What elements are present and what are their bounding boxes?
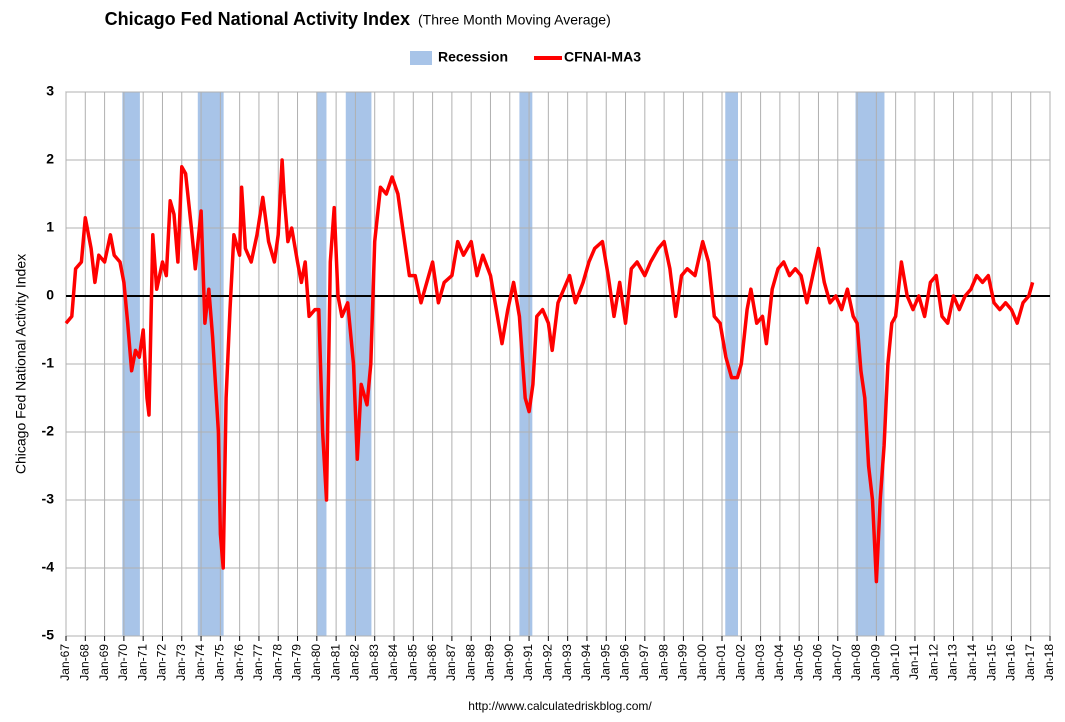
x-tick-label: Jan-17 [1023,644,1037,681]
x-tick-label: Jan-96 [618,644,632,681]
x-tick-label: Jan-05 [791,644,805,681]
y-axis-label: Chicago Fed National Activity Index [13,254,29,474]
x-tick-label: Jan-13 [946,644,960,681]
x-tick-label: Jan-83 [367,644,381,681]
x-tick-label: Jan-89 [483,644,497,681]
x-tick-label: Jan-11 [907,644,921,680]
y-tick-label: -2 [42,423,55,439]
x-tick-label: Jan-74 [193,644,207,681]
chart-subtitle: (Three Month Moving Average) [418,12,611,28]
x-tick-label: Jan-16 [1004,644,1018,681]
x-tick-label: Jan-86 [425,644,439,681]
x-tick-label: Jan-09 [869,644,883,681]
x-tick-label: Jan-69 [97,644,111,681]
y-tick-label: 1 [46,219,54,235]
x-tick-label: Jan-78 [270,644,284,681]
x-tick-label: Jan-97 [637,644,651,681]
x-tick-label: Jan-90 [502,644,516,681]
y-tick-label: -3 [42,491,55,507]
x-tick-label: Jan-06 [811,644,825,681]
x-tick-label: Jan-98 [656,644,670,681]
x-tick-label: Jan-07 [830,644,844,681]
x-tick-label: Jan-68 [77,644,91,681]
x-tick-label: Jan-99 [676,644,690,681]
x-tick-label: Jan-00 [695,644,709,681]
x-tick-label: Jan-12 [926,644,940,681]
chart-title: Chicago Fed National Activity Index [105,9,410,29]
x-tick-label: Jan-77 [251,644,265,681]
y-tick-label: 0 [46,287,54,303]
x-tick-label: Jan-94 [579,644,593,681]
x-tick-label: Jan-85 [405,644,419,681]
x-tick-label: Jan-10 [888,644,902,681]
x-tick-label: Jan-67 [58,644,72,681]
x-tick-label: Jan-79 [290,644,304,681]
legend-swatch [410,51,432,65]
source: http://www.calculatedriskblog.com/ [468,699,652,713]
x-tick-label: Jan-01 [714,644,728,681]
x-tick-label: Jan-80 [309,644,323,681]
y-tick-label: 3 [46,83,54,99]
x-tick-label: Jan-82 [348,644,362,681]
x-tick-label: Jan-87 [444,644,458,681]
data-line [64,158,1035,584]
y-tick-label: -4 [42,559,55,575]
x-tick-label: Jan-95 [598,644,612,681]
x-tick-label: Jan-18 [1042,644,1056,681]
x-tick-label: Jan-71 [135,644,149,681]
x-tick-label: Jan-02 [733,644,747,681]
x-tick-label: Jan-76 [232,644,246,681]
x-tick-label: Jan-08 [849,644,863,681]
x-tick-label: Jan-04 [772,644,786,681]
y-tick-label: -1 [42,355,55,371]
y-tick-label: 2 [46,151,54,167]
legend-label: Recession [438,49,508,65]
x-tick-label: Jan-81 [328,644,342,681]
x-tick-label: Jan-88 [463,644,477,681]
x-tick-label: Jan-15 [984,644,998,681]
y-tick-label: -5 [42,627,55,643]
x-tick-label: Jan-73 [174,644,188,681]
legend-label: CFNAI-MA3 [564,49,641,65]
x-tick-label: Jan-84 [386,644,400,681]
x-tick-label: Jan-93 [560,644,574,681]
x-tick-label: Jan-14 [965,644,979,681]
x-tick-label: Jan-91 [521,644,535,681]
x-tick-label: Jan-70 [116,644,130,681]
x-tick-label: Jan-92 [541,644,555,681]
x-tick-label: Jan-03 [753,644,767,681]
x-tick-label: Jan-72 [155,644,169,681]
x-tick-label: Jan-75 [213,644,227,681]
